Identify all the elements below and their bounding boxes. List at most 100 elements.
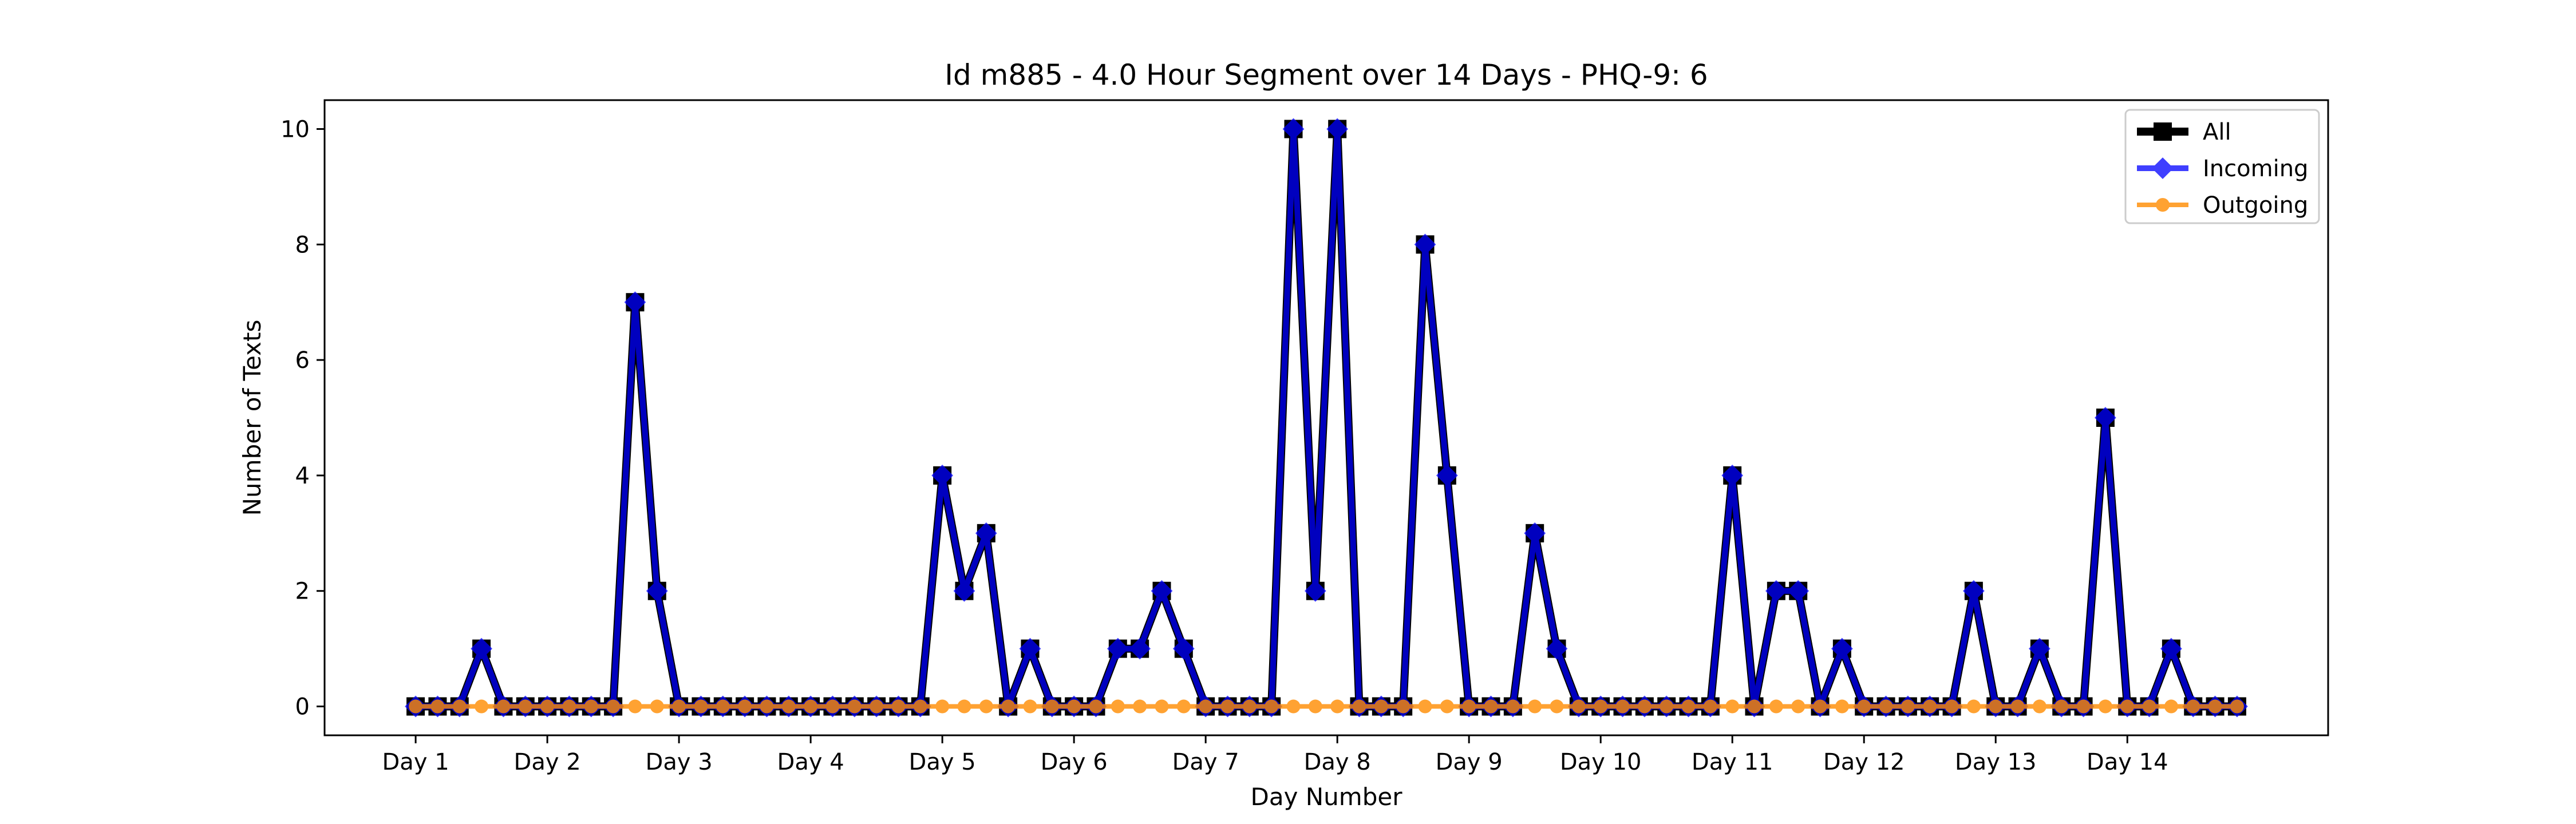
data-point-outgoing bbox=[1330, 699, 1345, 714]
data-point-outgoing bbox=[1067, 699, 1081, 714]
x-tick-label: Day 7 bbox=[1172, 749, 1239, 775]
y-axis: 0 2 4 6 8 10 bbox=[280, 116, 325, 720]
x-tick-label: Day 4 bbox=[777, 749, 844, 775]
data-point-outgoing bbox=[1352, 699, 1366, 714]
data-point-outgoing bbox=[1550, 699, 1564, 714]
data-point-outgoing bbox=[628, 699, 642, 714]
data-point-outgoing bbox=[1660, 699, 1674, 714]
data-point-outgoing bbox=[979, 699, 993, 714]
y-tick-label: 10 bbox=[280, 116, 310, 142]
data-point-incoming bbox=[975, 522, 997, 544]
series-layer bbox=[405, 118, 2248, 718]
data-point-outgoing bbox=[716, 699, 730, 714]
data-point-incoming bbox=[646, 580, 668, 602]
y-tick-label: 6 bbox=[295, 347, 310, 374]
data-point-incoming bbox=[2160, 637, 2182, 660]
data-point-incoming bbox=[471, 637, 492, 660]
data-point-outgoing bbox=[518, 699, 532, 714]
data-point-outgoing bbox=[957, 699, 971, 714]
data-point-incoming bbox=[953, 580, 975, 602]
data-point-outgoing bbox=[1374, 699, 1388, 714]
data-point-outgoing bbox=[1155, 699, 1169, 714]
data-point-outgoing bbox=[1594, 699, 1608, 714]
data-point-outgoing bbox=[1242, 699, 1257, 714]
data-point-outgoing bbox=[1615, 699, 1630, 714]
data-point-outgoing bbox=[2186, 699, 2200, 714]
data-point-outgoing bbox=[2076, 699, 2091, 714]
legend-item-incoming bbox=[2137, 157, 2188, 179]
data-point-outgoing bbox=[1966, 699, 1981, 714]
x-tick-label: Day 9 bbox=[1436, 749, 1503, 775]
x-tick-label: Day 10 bbox=[1560, 749, 1642, 775]
data-point-outgoing bbox=[540, 699, 555, 714]
data-point-outgoing bbox=[825, 699, 840, 714]
chart-title: Id m885 - 4.0 Hour Segment over 14 Days … bbox=[945, 58, 1708, 92]
series-incoming bbox=[405, 118, 2248, 718]
data-point-outgoing bbox=[2010, 699, 2025, 714]
x-tick-label: Day 14 bbox=[2087, 749, 2168, 775]
data-point-incoming bbox=[624, 291, 646, 314]
data-point-outgoing bbox=[562, 699, 576, 714]
data-point-outgoing bbox=[409, 699, 423, 714]
data-point-outgoing bbox=[1857, 699, 1871, 714]
data-point-outgoing bbox=[847, 699, 862, 714]
data-point-outgoing bbox=[1681, 699, 1696, 714]
data-point-outgoing bbox=[2208, 699, 2222, 714]
data-point-outgoing bbox=[913, 699, 927, 714]
x-axis-label: Day Number bbox=[1250, 783, 1402, 811]
y-axis-label: Number of Texts bbox=[238, 320, 266, 516]
data-point-outgoing bbox=[2098, 699, 2112, 714]
data-point-outgoing bbox=[2164, 699, 2178, 714]
data-point-outgoing bbox=[1001, 699, 1016, 714]
data-point-outgoing bbox=[1637, 699, 1652, 714]
data-point-incoming bbox=[1546, 637, 1568, 660]
data-point-outgoing bbox=[781, 699, 796, 714]
series-line-incoming bbox=[416, 126, 2237, 710]
data-point-outgoing bbox=[2120, 699, 2135, 714]
data-point-outgoing bbox=[2055, 699, 2069, 714]
legend-swatch-marker bbox=[2154, 122, 2172, 141]
data-point-outgoing bbox=[1396, 699, 1411, 714]
data-point-outgoing bbox=[1176, 699, 1191, 714]
data-point-incoming bbox=[1962, 580, 1985, 602]
data-point-outgoing bbox=[452, 699, 467, 714]
legend-box bbox=[2124, 109, 2320, 224]
y-tick-label: 0 bbox=[295, 694, 310, 720]
x-tick-label: Day 11 bbox=[1692, 749, 1773, 775]
legend-swatch-marker bbox=[2152, 157, 2174, 179]
x-axis: Day 1 Day 2 Day 3 Day 4 Day 5 Day 6 Day 7 Day 8… bbox=[382, 735, 2168, 775]
data-point-outgoing bbox=[1725, 699, 1740, 714]
data-point-outgoing bbox=[1220, 699, 1235, 714]
data-point-incoming bbox=[1282, 118, 1305, 140]
data-point-incoming bbox=[1436, 465, 1458, 486]
data-point-outgoing bbox=[672, 699, 686, 714]
x-tick-label: Day 8 bbox=[1304, 749, 1371, 775]
data-point-incoming bbox=[1414, 233, 1436, 256]
data-point-outgoing bbox=[1265, 699, 1279, 714]
data-point-incoming bbox=[1721, 465, 1744, 486]
legend-label: Outgoing bbox=[2203, 192, 2308, 219]
y-tick-label: 2 bbox=[295, 579, 310, 605]
y-tick-label: 4 bbox=[295, 463, 310, 489]
data-point-outgoing bbox=[1484, 699, 1498, 714]
data-point-outgoing bbox=[1703, 699, 1717, 714]
data-point-outgoing bbox=[430, 699, 445, 714]
data-point-outgoing bbox=[606, 699, 621, 714]
data-point-incoming bbox=[1107, 637, 1129, 660]
data-point-incoming bbox=[2094, 407, 2116, 429]
data-point-outgoing bbox=[1901, 699, 1915, 714]
data-point-incoming bbox=[1524, 522, 1546, 544]
data-point-outgoing bbox=[891, 699, 906, 714]
data-point-incoming bbox=[1172, 637, 1195, 660]
plot-area-frame bbox=[323, 99, 2329, 736]
legend-label: All bbox=[2203, 119, 2231, 145]
series-outgoing bbox=[409, 699, 2244, 714]
data-point-outgoing bbox=[1989, 699, 2003, 714]
data-point-incoming bbox=[1787, 580, 1809, 602]
data-point-outgoing bbox=[1089, 699, 1103, 714]
data-point-outgoing bbox=[1418, 699, 1432, 714]
data-point-outgoing bbox=[1791, 699, 1805, 714]
data-point-incoming bbox=[1129, 637, 1151, 660]
data-point-outgoing bbox=[1199, 699, 1213, 714]
